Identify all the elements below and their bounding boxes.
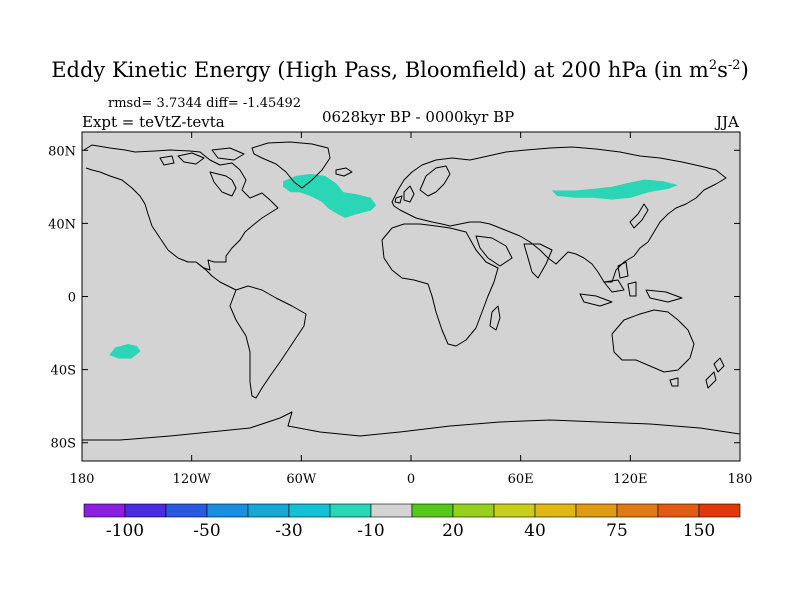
coast-tasmania [669,377,679,387]
x-tick-label: 120E [613,472,647,487]
colorbar-label: -100 [106,521,144,541]
coast-maritime-asia [579,261,683,307]
colorbar-box [698,503,741,518]
colorbar-box [165,503,208,518]
central-asia-patch [551,179,678,200]
x-tick-label: 60W [286,472,317,487]
colorbar-label: 20 [442,521,464,541]
colorbar-box [124,503,167,518]
colorbar-box [534,503,577,518]
coast-north-america [83,144,279,271]
colorbar-label: 75 [606,521,628,541]
colorbar-box [83,503,126,518]
period-label: 0628kyr BP - 0000kyr BP [322,108,515,126]
coast-south-america [229,285,307,399]
x-tick-label: 180 [70,472,95,487]
colorbar-box [657,503,700,518]
y-tick-label: 40S [51,364,76,379]
coast-hudson-bay [209,171,237,197]
coast-arctic-islands [159,147,245,166]
colorbar-label: -10 [357,521,384,541]
coastlines [82,141,740,441]
stats-text: rmsd= 3.7344 diff= -1.45492 [108,96,302,111]
colorbar-box [206,503,249,518]
coast-british-isles [394,185,415,204]
y-tick-label: 40N [48,217,76,232]
coast-japan [629,203,649,229]
coast-new-zealand [705,357,725,389]
experiment-label: Expt = teVtZ-tevta [82,113,225,131]
colorbar-label: -30 [275,521,302,541]
y-tick-label: 0 [68,291,76,306]
coast-central-america [195,261,237,291]
colorbar-label: 150 [683,521,715,541]
colorbar-label: -50 [193,521,220,541]
south-pacific-patch [109,344,141,359]
colorbar-box [370,503,413,518]
coast-india [523,243,553,279]
map-ticks: 180 120W 60W 0 60E 120E 180 80N 40N 0 40S 80S [48,132,752,487]
colorbar: -100 -50 -30 -10 20 40 75 150 [83,503,741,541]
colorbar-box [247,503,290,518]
coast-arabia [475,235,513,267]
colorbar-box [288,503,331,518]
coast-scandinavia [419,165,451,197]
y-tick-label: 80N [48,144,76,159]
x-tick-label: 0 [407,472,415,487]
colorbar-box [616,503,659,518]
x-tick-label: 120W [173,472,212,487]
coast-greenland [251,141,331,189]
coast-africa [381,223,499,347]
x-tick-label: 180 [728,472,753,487]
colorbar-box [493,503,536,518]
coast-iceland [335,167,353,177]
colorbar-box [575,503,618,518]
x-tick-label: 60E [508,472,534,487]
colorbar-box [452,503,495,518]
colorbar-box [329,503,372,518]
colorbar-box [411,503,454,518]
coast-antarctica [82,411,740,441]
colorbar-label: 40 [524,521,546,541]
chart-title: Eddy Kinetic Energy (High Pass, Bloomfie… [51,58,749,82]
coast-eurasia [391,146,727,283]
y-tick-label: 80S [51,437,76,452]
season-label: JJA [716,113,739,131]
coast-madagascar [489,305,501,331]
coast-australia [611,309,695,373]
